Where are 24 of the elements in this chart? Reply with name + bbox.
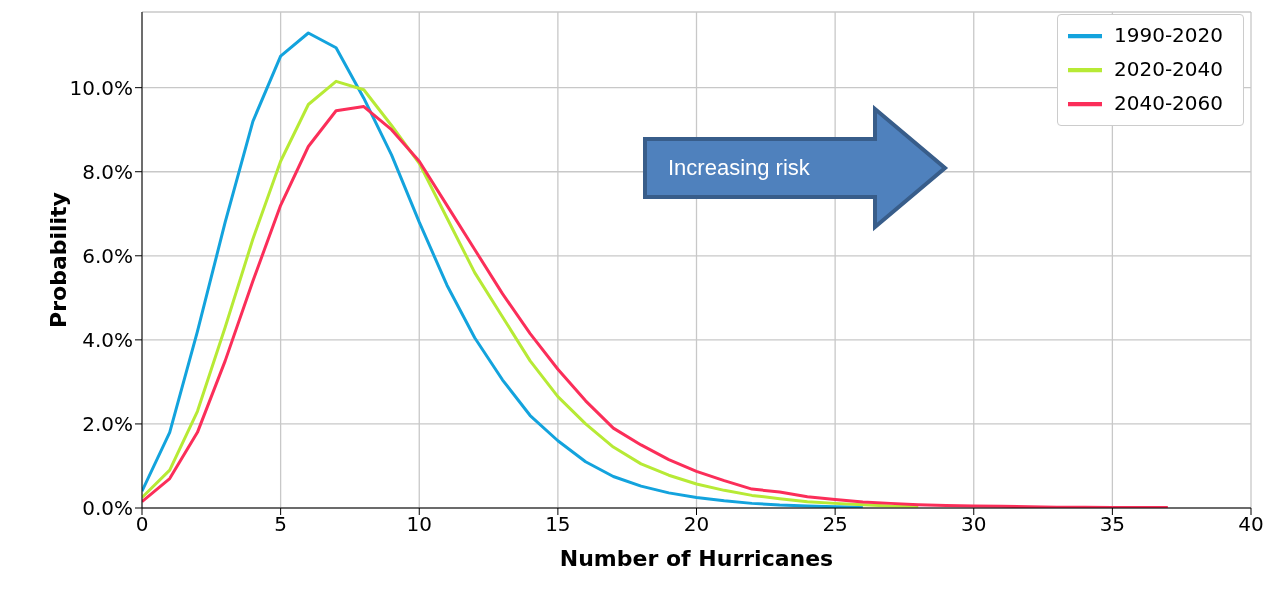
line-series bbox=[142, 79, 920, 508]
x-tick-label: 10 bbox=[406, 512, 432, 537]
x-tick-label: 40 bbox=[1238, 512, 1264, 537]
x-axis-title: Number of Hurricanes bbox=[559, 546, 834, 571]
line-series bbox=[142, 31, 865, 508]
y-tick-label: 4.0% bbox=[82, 327, 133, 352]
y-tick-label: 2.0% bbox=[82, 412, 133, 437]
y-tick-label: 6.0% bbox=[82, 243, 133, 268]
x-tick-label: 0 bbox=[135, 512, 149, 537]
x-tick-label: 30 bbox=[961, 512, 987, 537]
y-tick-label: 10.0% bbox=[69, 75, 133, 100]
x-tick-label: 15 bbox=[545, 512, 571, 537]
arrow: Increasing risk bbox=[643, 104, 949, 232]
x-tick-label: 20 bbox=[683, 512, 710, 537]
y-tick-label: 0.0% bbox=[82, 496, 133, 521]
y-tick-label: 8.0% bbox=[82, 159, 133, 184]
y-axis-title: Probability bbox=[45, 192, 71, 328]
legend-label: 2020-2040 bbox=[1113, 56, 1223, 81]
x-tick-label: 25 bbox=[822, 512, 848, 537]
legend-label: 2040-2060 bbox=[1113, 90, 1223, 115]
x-tick-label: 5 bbox=[274, 512, 287, 537]
x-tick-label: 35 bbox=[1099, 512, 1126, 537]
legend-label: 1990-2020 bbox=[1113, 22, 1223, 47]
annotation: Increasing risk bbox=[668, 155, 811, 180]
